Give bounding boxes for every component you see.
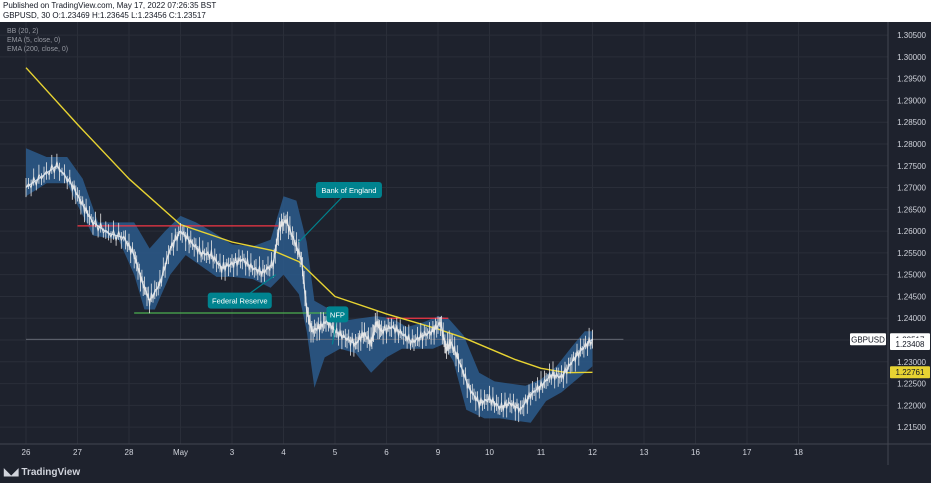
y-tick-label: 1.30000 bbox=[897, 53, 926, 62]
bollinger-band bbox=[26, 148, 593, 423]
tradingview-brand[interactable]: ◣◢ TradingView bbox=[4, 467, 80, 478]
price-tag-box bbox=[890, 366, 930, 379]
indicator-bb[interactable]: BB (20, 2) bbox=[7, 28, 39, 35]
published-info: Published on TradingView.com, May 17, 20… bbox=[3, 1, 217, 10]
y-tick-label: 1.30500 bbox=[897, 31, 926, 40]
x-tick-label: 4 bbox=[281, 448, 286, 457]
y-tick-label: 1.22000 bbox=[897, 401, 926, 410]
brand-name: TradingView bbox=[21, 467, 81, 478]
x-tick-label: 28 bbox=[125, 448, 134, 457]
callout-pointer bbox=[298, 189, 350, 243]
x-tick-label: May bbox=[173, 448, 188, 457]
x-tick-label: 5 bbox=[333, 448, 338, 457]
price-line bbox=[25, 160, 593, 414]
callout-box[interactable] bbox=[207, 292, 272, 309]
x-tick-label: 26 bbox=[22, 448, 31, 457]
publish-header: Published on TradingView.com, May 17, 20… bbox=[0, 0, 931, 22]
callout-label[interactable]: Federal Reserve bbox=[212, 297, 267, 306]
indicator-legend: BB (20, 2) EMA (5, close, 0) EMA (200, c… bbox=[7, 27, 68, 54]
y-tick-label: 1.28500 bbox=[897, 118, 926, 127]
indicator-ema5[interactable]: EMA (5, close, 0) bbox=[7, 37, 61, 44]
price-tag-value: 1.22761 bbox=[896, 368, 925, 377]
ohlc-info: GBPUSD, 30 O:1.23469 H:1.23645 L:1.23456… bbox=[3, 11, 206, 20]
x-tick-label: 27 bbox=[73, 448, 82, 457]
price-tag-box bbox=[890, 338, 930, 351]
symbol-tag-label: GBPUSD bbox=[851, 335, 885, 344]
callout-label[interactable]: NFP bbox=[330, 310, 345, 319]
x-tick-label: 16 bbox=[691, 448, 700, 457]
y-tick-label: 1.22500 bbox=[897, 380, 926, 389]
x-tick-label: 12 bbox=[588, 448, 597, 457]
callout-label[interactable]: Bank of England bbox=[321, 186, 376, 195]
price-chart[interactable]: 26 27 28 May 3 4 5 6 9 10 11 12 13 16 17 18 1.30500 1.300… bbox=[0, 22, 931, 465]
x-tick-label: 11 bbox=[537, 448, 546, 457]
y-tick-label: 1.26000 bbox=[897, 227, 926, 236]
x-tick-label: 3 bbox=[230, 448, 235, 457]
y-tick-label: 1.29500 bbox=[897, 75, 926, 84]
callout-box[interactable] bbox=[315, 182, 382, 198]
y-tick-label: 1.25500 bbox=[897, 249, 926, 258]
y-tick-label: 1.29000 bbox=[897, 96, 926, 105]
x-tick-label: 18 bbox=[794, 448, 803, 457]
y-tick-label: 1.23000 bbox=[897, 358, 926, 367]
x-tick-label: 9 bbox=[436, 448, 441, 457]
y-tick-label: 1.21500 bbox=[897, 423, 926, 432]
footer-bar: ◣◢ TradingView bbox=[0, 465, 931, 483]
x-tick-label: 17 bbox=[743, 448, 752, 457]
indicator-ema200[interactable]: EMA (200, close, 0) bbox=[7, 46, 69, 53]
symbol-tag-box bbox=[850, 333, 886, 346]
y-tick-label: 1.24000 bbox=[897, 314, 926, 323]
y-tick-label: 1.24500 bbox=[897, 292, 926, 301]
y-tick-label: 1.27500 bbox=[897, 162, 926, 171]
price-tag-value: 1.23408 bbox=[896, 340, 925, 349]
callout-box[interactable] bbox=[326, 306, 349, 323]
y-tick-label: 1.26500 bbox=[897, 205, 926, 214]
y-tick-label: 1.27000 bbox=[897, 184, 926, 193]
x-tick-label: 10 bbox=[485, 448, 494, 457]
x-tick-label: 6 bbox=[384, 448, 389, 457]
y-tick-label: 1.25000 bbox=[897, 271, 926, 280]
y-tick-label: 1.28000 bbox=[897, 140, 926, 149]
ema200-line bbox=[25, 67, 593, 374]
x-tick-label: 13 bbox=[640, 448, 649, 457]
tradingview-logo-icon: ◣◢ bbox=[4, 467, 18, 478]
